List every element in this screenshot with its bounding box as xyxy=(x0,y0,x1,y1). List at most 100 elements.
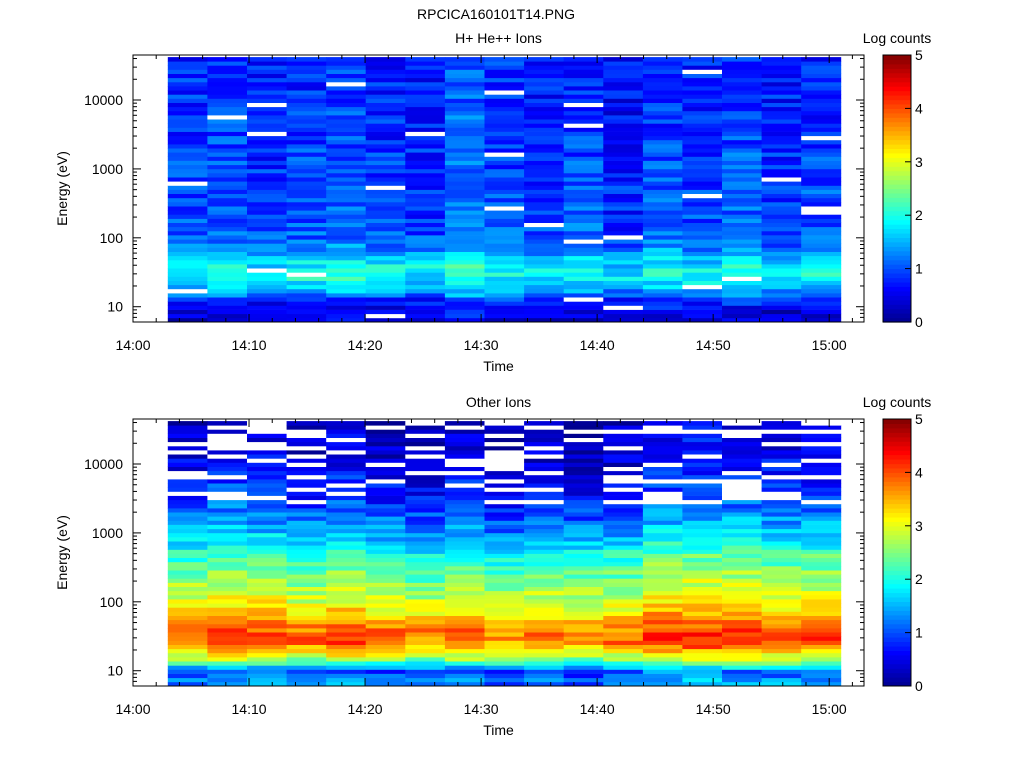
colorbar-segment xyxy=(883,161,911,167)
heatmap-cell xyxy=(444,648,485,654)
heatmap-cell xyxy=(801,491,842,496)
heatmap-cell xyxy=(642,520,683,525)
heatmap-cell xyxy=(642,582,683,587)
heatmap-cell xyxy=(642,288,683,294)
heatmap-cell xyxy=(444,603,485,608)
heatmap-cell xyxy=(682,450,723,455)
heatmap-cell xyxy=(722,57,762,62)
heatmap-cell xyxy=(444,81,485,87)
heatmap-cell xyxy=(326,466,367,472)
heatmap-cell xyxy=(484,561,525,567)
heatmap-cell xyxy=(761,590,802,596)
heatmap-cell xyxy=(801,445,842,451)
heatmap-cell xyxy=(563,65,604,70)
heatmap-cell xyxy=(682,594,723,600)
heatmap-cell xyxy=(286,259,327,265)
heatmap-cell xyxy=(603,243,644,248)
heatmap-cell xyxy=(484,152,525,157)
heatmap-cell xyxy=(603,218,644,223)
heatmap-cell xyxy=(524,102,565,108)
heatmap-cell xyxy=(365,628,406,633)
heatmap-cell xyxy=(761,181,802,186)
heatmap-cell xyxy=(444,317,485,323)
heatmap-cell xyxy=(761,545,802,550)
heatmap-cell xyxy=(682,557,723,563)
heatmap-cell xyxy=(167,202,208,207)
heatmap-cell xyxy=(405,247,446,252)
heatmap-cell xyxy=(207,77,248,83)
heatmap-cell xyxy=(563,615,604,621)
heatmap-cell xyxy=(761,61,802,66)
heatmap-cell xyxy=(167,648,208,654)
heatmap-cell xyxy=(603,499,644,505)
heatmap-cell xyxy=(563,127,604,132)
heatmap-cell xyxy=(326,632,367,637)
heatmap-cell xyxy=(761,433,802,438)
heatmap-cell xyxy=(167,148,208,153)
heatmap-cell xyxy=(722,139,762,145)
heatmap-cell xyxy=(365,516,406,521)
heatmap-cell xyxy=(563,524,604,530)
heatmap-cell xyxy=(365,669,406,674)
colorbar-segment xyxy=(883,432,911,438)
heatmap-cell xyxy=(524,148,565,153)
colorbar-segment xyxy=(883,583,911,589)
colorbar-segment xyxy=(883,605,911,611)
heatmap-cell xyxy=(247,189,287,194)
heatmap-cell xyxy=(603,611,644,616)
heatmap-cell xyxy=(642,189,683,194)
heatmap-cell xyxy=(167,181,208,186)
heatmap-cell xyxy=(761,144,802,149)
heatmap-cell xyxy=(405,173,446,178)
heatmap-cell xyxy=(524,652,565,658)
heatmap-cell xyxy=(682,243,723,248)
heatmap-cell xyxy=(484,578,525,583)
heatmap-cell xyxy=(801,77,842,83)
heatmap-cell xyxy=(801,61,842,66)
heatmap-cell xyxy=(247,127,287,132)
heatmap-cell xyxy=(484,202,525,207)
heatmap-cell xyxy=(326,309,367,315)
heatmap-cell xyxy=(247,429,287,434)
heatmap-cell xyxy=(761,65,802,70)
heatmap-cell xyxy=(563,570,604,575)
heatmap-cell xyxy=(682,73,723,79)
heatmap-cell xyxy=(247,454,287,459)
heatmap-cell xyxy=(444,661,485,666)
heatmap-cell xyxy=(761,454,802,459)
heatmap-cell xyxy=(326,144,367,149)
colorbar-tick-label: 4 xyxy=(915,100,923,116)
heatmap-cell xyxy=(167,81,208,87)
heatmap-cell xyxy=(247,474,287,480)
heatmap-cell xyxy=(524,264,565,269)
colorbar-tick-label: 5 xyxy=(915,47,923,63)
heatmap-cell xyxy=(761,239,802,244)
heatmap-cell xyxy=(603,251,644,257)
heatmap-cell xyxy=(444,516,485,521)
heatmap-cell xyxy=(722,537,762,542)
heatmap-cell xyxy=(682,65,723,70)
heatmap-cell xyxy=(524,317,565,323)
heatmap-cell xyxy=(722,532,762,538)
heatmap-cell xyxy=(642,102,683,108)
heatmap-cell xyxy=(365,144,406,149)
heatmap-cell xyxy=(722,301,762,306)
colorbar-segment xyxy=(883,139,911,145)
heatmap-cell xyxy=(405,284,446,290)
heatmap-cell xyxy=(761,268,802,273)
heatmap-cell xyxy=(801,652,842,658)
heatmap-cell xyxy=(326,503,367,509)
heatmap-cell xyxy=(286,661,327,666)
heatmap-cell xyxy=(682,57,723,62)
heatmap-cell xyxy=(365,317,406,323)
heatmap-cell xyxy=(722,615,762,621)
x-tick-label: 14:00 xyxy=(115,701,150,717)
heatmap-cell xyxy=(405,557,446,563)
heatmap-cell xyxy=(247,479,287,484)
heatmap-cell xyxy=(326,247,367,252)
heatmap-cell xyxy=(207,516,248,521)
heatmap-cell xyxy=(682,81,723,87)
heatmap-cell xyxy=(326,582,367,587)
heatmap-cell xyxy=(365,561,406,567)
